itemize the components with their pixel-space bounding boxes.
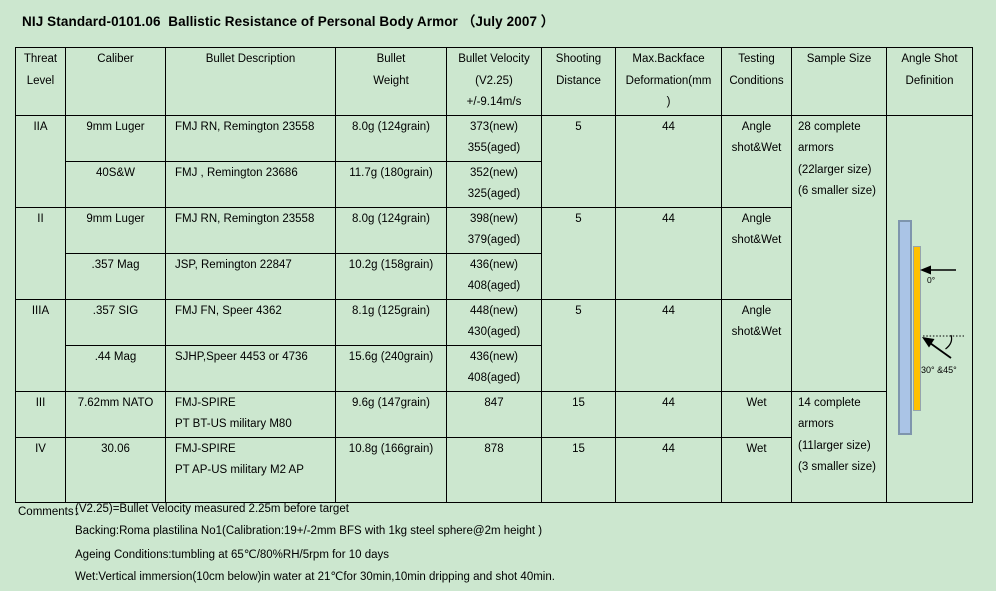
table-row: III 7.62mm NATO FMJ-SPIRE PT BT-US milit…	[15, 390, 973, 503]
threat-level-cell: IV	[15, 436, 66, 503]
shooting-distance-cell: 15	[541, 390, 616, 438]
zero-degree-label: 0°	[927, 274, 936, 285]
shooting-distance-cell: 5	[541, 298, 616, 392]
testing-conditions-cell: Wet	[721, 390, 792, 438]
max-backface-deformation-cell: 44	[615, 390, 722, 438]
table-row: II 9mm Luger FMJ RN, Remington 23558 8.0…	[15, 206, 973, 300]
header-bullet-velocity: Bullet Velocity (V2.25) +/-9.14m/s	[446, 47, 542, 116]
comments-label: Comments：	[18, 506, 86, 518]
shooting-distance-cell: 5	[541, 114, 616, 208]
bullet-description-cell: SJHP,Speer 4453 or 4736	[165, 344, 336, 392]
testing-conditions-cell: Angle shot&Wet	[721, 206, 792, 300]
bullet-velocity-cell: 878	[446, 436, 542, 503]
caliber-cell: 30.06	[65, 436, 166, 503]
caliber-cell: 9mm Luger	[65, 114, 166, 162]
angle-arc	[945, 334, 953, 349]
max-backface-deformation-cell: 44	[615, 436, 722, 503]
bullet-weight-cell: 10.8g (166grain)	[335, 436, 447, 503]
bullet-description-cell: FMJ RN, Remington 23558	[165, 114, 336, 162]
max-backface-deformation-cell: 44	[615, 206, 722, 300]
header-caliber: Caliber	[65, 47, 166, 116]
table-row: .44 Mag SJHP,Speer 4453 or 4736 15.6g (2…	[16, 344, 973, 392]
angle-30-45-arrow-icon	[922, 336, 952, 359]
bullet-description-cell: FMJ FN, Speer 4362	[165, 298, 336, 346]
bullet-weight-cell: 9.6g (147grain)	[335, 390, 447, 438]
threat-level-cell: IIA	[15, 114, 66, 208]
bullet-velocity-cell: 373(new) 355(aged)	[446, 114, 542, 162]
testing-conditions-cell: Wet	[721, 436, 792, 503]
header-sample-size: Sample Size	[791, 47, 887, 116]
header-shooting-distance: Shooting Distance	[541, 47, 616, 116]
sample-size-cell: 14 complete armors (11larger size) (3 sm…	[791, 390, 887, 503]
bullet-weight-cell: 8.1g (125grain)	[335, 298, 447, 346]
table-row: IIA 9mm Luger FMJ RN, Remington 23558 8.…	[15, 114, 973, 503]
comment-line: Ageing Conditions:tumbling at 65℃/80%RH/…	[75, 549, 389, 561]
bullet-weight-cell: 8.0g (124grain)	[335, 206, 447, 254]
page-title: NIJ Standard-0101.06 Ballistic Resistanc…	[22, 14, 555, 29]
caliber-cell: .44 Mag	[65, 344, 166, 392]
bullet-velocity-cell: 436(new) 408(aged)	[446, 344, 542, 392]
bullet-velocity-cell: 847	[446, 390, 542, 438]
comment-line: Backing:Roma plastilina No1(Calibration:…	[75, 525, 543, 537]
caliber-cell: .357 SIG	[65, 298, 166, 346]
bullet-weight-cell: 15.6g (240grain)	[335, 344, 447, 392]
armor-panel-shape	[898, 219, 912, 435]
zero-degree-arrow-icon	[920, 265, 956, 274]
bullet-velocity-cell: 398(new) 379(aged)	[446, 206, 542, 254]
bullet-description-cell: FMJ-SPIRE PT BT-US military M80	[165, 390, 336, 438]
bullet-description-cell: FMJ RN, Remington 23558	[165, 206, 336, 254]
bullet-velocity-cell: 448(new) 430(aged)	[446, 298, 542, 346]
bullet-weight-cell: 10.2g (158grain)	[335, 252, 447, 300]
bullet-weight-cell: 11.7g (180grain)	[335, 160, 447, 208]
shooting-distance-cell: 15	[541, 436, 616, 503]
caliber-cell: 40S&W	[65, 160, 166, 208]
max-backface-deformation-cell: 44	[615, 114, 722, 208]
threat-level-cell: II	[15, 206, 66, 300]
bullet-weight-cell: 8.0g (124grain)	[335, 114, 447, 162]
armor-strip-shape	[913, 245, 921, 411]
bullet-description-cell: FMJ-SPIRE PT AP-US military M2 AP	[165, 436, 336, 503]
comment-line: (V2.25)=Bullet Velocity measured 2.25m b…	[75, 503, 349, 515]
table-header-row: Threat Level Caliber Bullet Description …	[15, 47, 973, 116]
angle-shot-definition-cell: 0° 30° &45°	[886, 114, 973, 503]
bullet-description-cell: JSP, Remington 22847	[165, 252, 336, 300]
testing-conditions-cell: Angle shot&Wet	[721, 298, 792, 392]
header-testing-conditions: Testing Conditions	[721, 47, 792, 116]
max-backface-deformation-cell: 44	[615, 298, 722, 392]
header-threat-level: Threat Level	[15, 47, 66, 116]
ballistic-resistance-table: Threat Level Caliber Bullet Description …	[15, 47, 973, 503]
sample-size-cell: 28 complete armors (22larger size) (6 sm…	[791, 114, 887, 392]
table-row: 40S&W FMJ , Remington 23686 11.7g (180gr…	[16, 160, 973, 208]
angle-30-45-label: 30° &45°	[921, 364, 957, 375]
caliber-cell: 7.62mm NATO	[65, 390, 166, 438]
threat-level-cell: IIIA	[15, 298, 66, 392]
bullet-description-cell: FMJ , Remington 23686	[165, 160, 336, 208]
header-bullet-description: Bullet Description	[165, 47, 336, 116]
bullet-velocity-cell: 352(new) 325(aged)	[446, 160, 542, 208]
threat-level-cell: III	[15, 390, 66, 438]
shooting-distance-cell: 5	[541, 206, 616, 300]
header-max-backface-deformation: Max.Backface Deformation(mm )	[615, 47, 722, 116]
comment-line: Wet:Vertical immersion(10cm below)in wat…	[75, 571, 555, 583]
caliber-cell: .357 Mag	[65, 252, 166, 300]
header-angle-shot-definition: Angle Shot Definition	[886, 47, 973, 116]
caliber-cell: 9mm Luger	[65, 206, 166, 254]
table-row: IV 30.06 FMJ-SPIRE PT AP-US military M2 …	[15, 436, 973, 503]
testing-conditions-cell: Angle shot&Wet	[721, 114, 792, 208]
header-bullet-weight: Bullet Weight	[335, 47, 447, 116]
bullet-velocity-cell: 436(new) 408(aged)	[446, 252, 542, 300]
